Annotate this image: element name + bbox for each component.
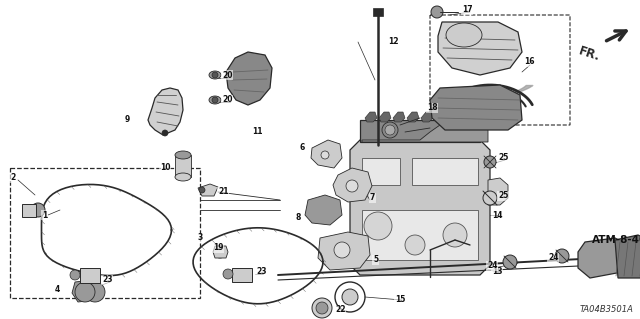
Bar (22, 204, 36, 217)
Circle shape (321, 151, 329, 159)
Text: 23: 23 (256, 268, 266, 277)
Circle shape (316, 302, 328, 314)
Circle shape (334, 242, 350, 258)
Text: 15: 15 (395, 295, 405, 305)
Text: 4: 4 (55, 286, 60, 294)
Text: 19: 19 (213, 243, 223, 253)
Polygon shape (393, 112, 405, 122)
Circle shape (85, 282, 105, 302)
Bar (373, 8, 383, 16)
Text: 7: 7 (370, 194, 376, 203)
Polygon shape (365, 112, 377, 122)
Text: 11: 11 (252, 128, 262, 137)
Bar (80, 268, 100, 283)
Circle shape (385, 125, 395, 135)
Circle shape (483, 191, 497, 205)
Polygon shape (615, 235, 640, 278)
Polygon shape (72, 280, 98, 302)
Circle shape (431, 6, 443, 18)
Polygon shape (449, 112, 461, 122)
Circle shape (223, 269, 233, 279)
Text: 16: 16 (524, 57, 534, 66)
Circle shape (555, 249, 569, 263)
Text: 1: 1 (42, 211, 47, 219)
Text: 25: 25 (498, 153, 508, 162)
Text: 8: 8 (295, 213, 300, 222)
Polygon shape (226, 52, 272, 105)
Circle shape (214, 246, 226, 258)
Polygon shape (438, 22, 522, 75)
Text: 2: 2 (10, 174, 15, 182)
Ellipse shape (209, 71, 221, 79)
Text: 3: 3 (198, 234, 204, 242)
Polygon shape (333, 168, 372, 202)
Circle shape (503, 255, 517, 269)
Circle shape (31, 203, 45, 217)
Circle shape (75, 282, 95, 302)
Circle shape (342, 289, 358, 305)
Polygon shape (311, 140, 342, 168)
Circle shape (484, 156, 496, 168)
Circle shape (382, 122, 398, 138)
Circle shape (212, 97, 218, 103)
Polygon shape (213, 246, 228, 258)
Text: 17: 17 (462, 5, 472, 14)
Text: 24: 24 (548, 254, 559, 263)
Text: 25: 25 (498, 191, 508, 201)
Ellipse shape (446, 23, 482, 47)
Ellipse shape (209, 96, 221, 104)
Polygon shape (463, 112, 475, 122)
Polygon shape (148, 88, 183, 135)
Text: ATM-8-40: ATM-8-40 (592, 235, 640, 245)
Circle shape (443, 223, 467, 247)
Text: 5: 5 (373, 256, 378, 264)
Bar (232, 268, 252, 282)
Text: 12: 12 (388, 38, 399, 47)
Polygon shape (318, 232, 370, 270)
Polygon shape (305, 195, 342, 225)
Circle shape (70, 270, 80, 280)
Polygon shape (488, 178, 508, 205)
Text: 23: 23 (102, 276, 113, 285)
Text: 14: 14 (492, 211, 502, 219)
Polygon shape (421, 112, 433, 122)
Polygon shape (360, 120, 480, 142)
Text: 6: 6 (300, 144, 305, 152)
Polygon shape (435, 112, 447, 122)
Ellipse shape (175, 151, 191, 159)
Text: 10: 10 (160, 164, 170, 173)
Circle shape (364, 212, 392, 240)
Text: FR.: FR. (577, 44, 602, 63)
Polygon shape (578, 238, 630, 278)
Polygon shape (198, 184, 218, 196)
Text: TA04B3501A: TA04B3501A (580, 306, 634, 315)
Circle shape (199, 187, 205, 193)
Polygon shape (362, 210, 478, 260)
Text: 24: 24 (487, 262, 497, 271)
Circle shape (212, 72, 218, 78)
Bar (175, 155, 191, 177)
Text: 9: 9 (125, 115, 131, 124)
Circle shape (312, 298, 332, 318)
Bar (10, 168, 200, 298)
Polygon shape (362, 158, 400, 185)
Polygon shape (430, 85, 522, 130)
Text: 22: 22 (335, 306, 346, 315)
Ellipse shape (175, 173, 191, 181)
Polygon shape (362, 120, 488, 142)
Text: 20: 20 (222, 70, 232, 79)
Polygon shape (407, 112, 419, 122)
Polygon shape (412, 158, 478, 185)
Text: 13: 13 (492, 268, 502, 277)
Polygon shape (379, 112, 391, 122)
Text: 20: 20 (222, 95, 232, 105)
Circle shape (162, 130, 168, 136)
Text: 21: 21 (218, 188, 228, 197)
Polygon shape (350, 140, 490, 275)
Circle shape (346, 180, 358, 192)
Circle shape (405, 235, 425, 255)
Text: 18: 18 (427, 103, 438, 113)
